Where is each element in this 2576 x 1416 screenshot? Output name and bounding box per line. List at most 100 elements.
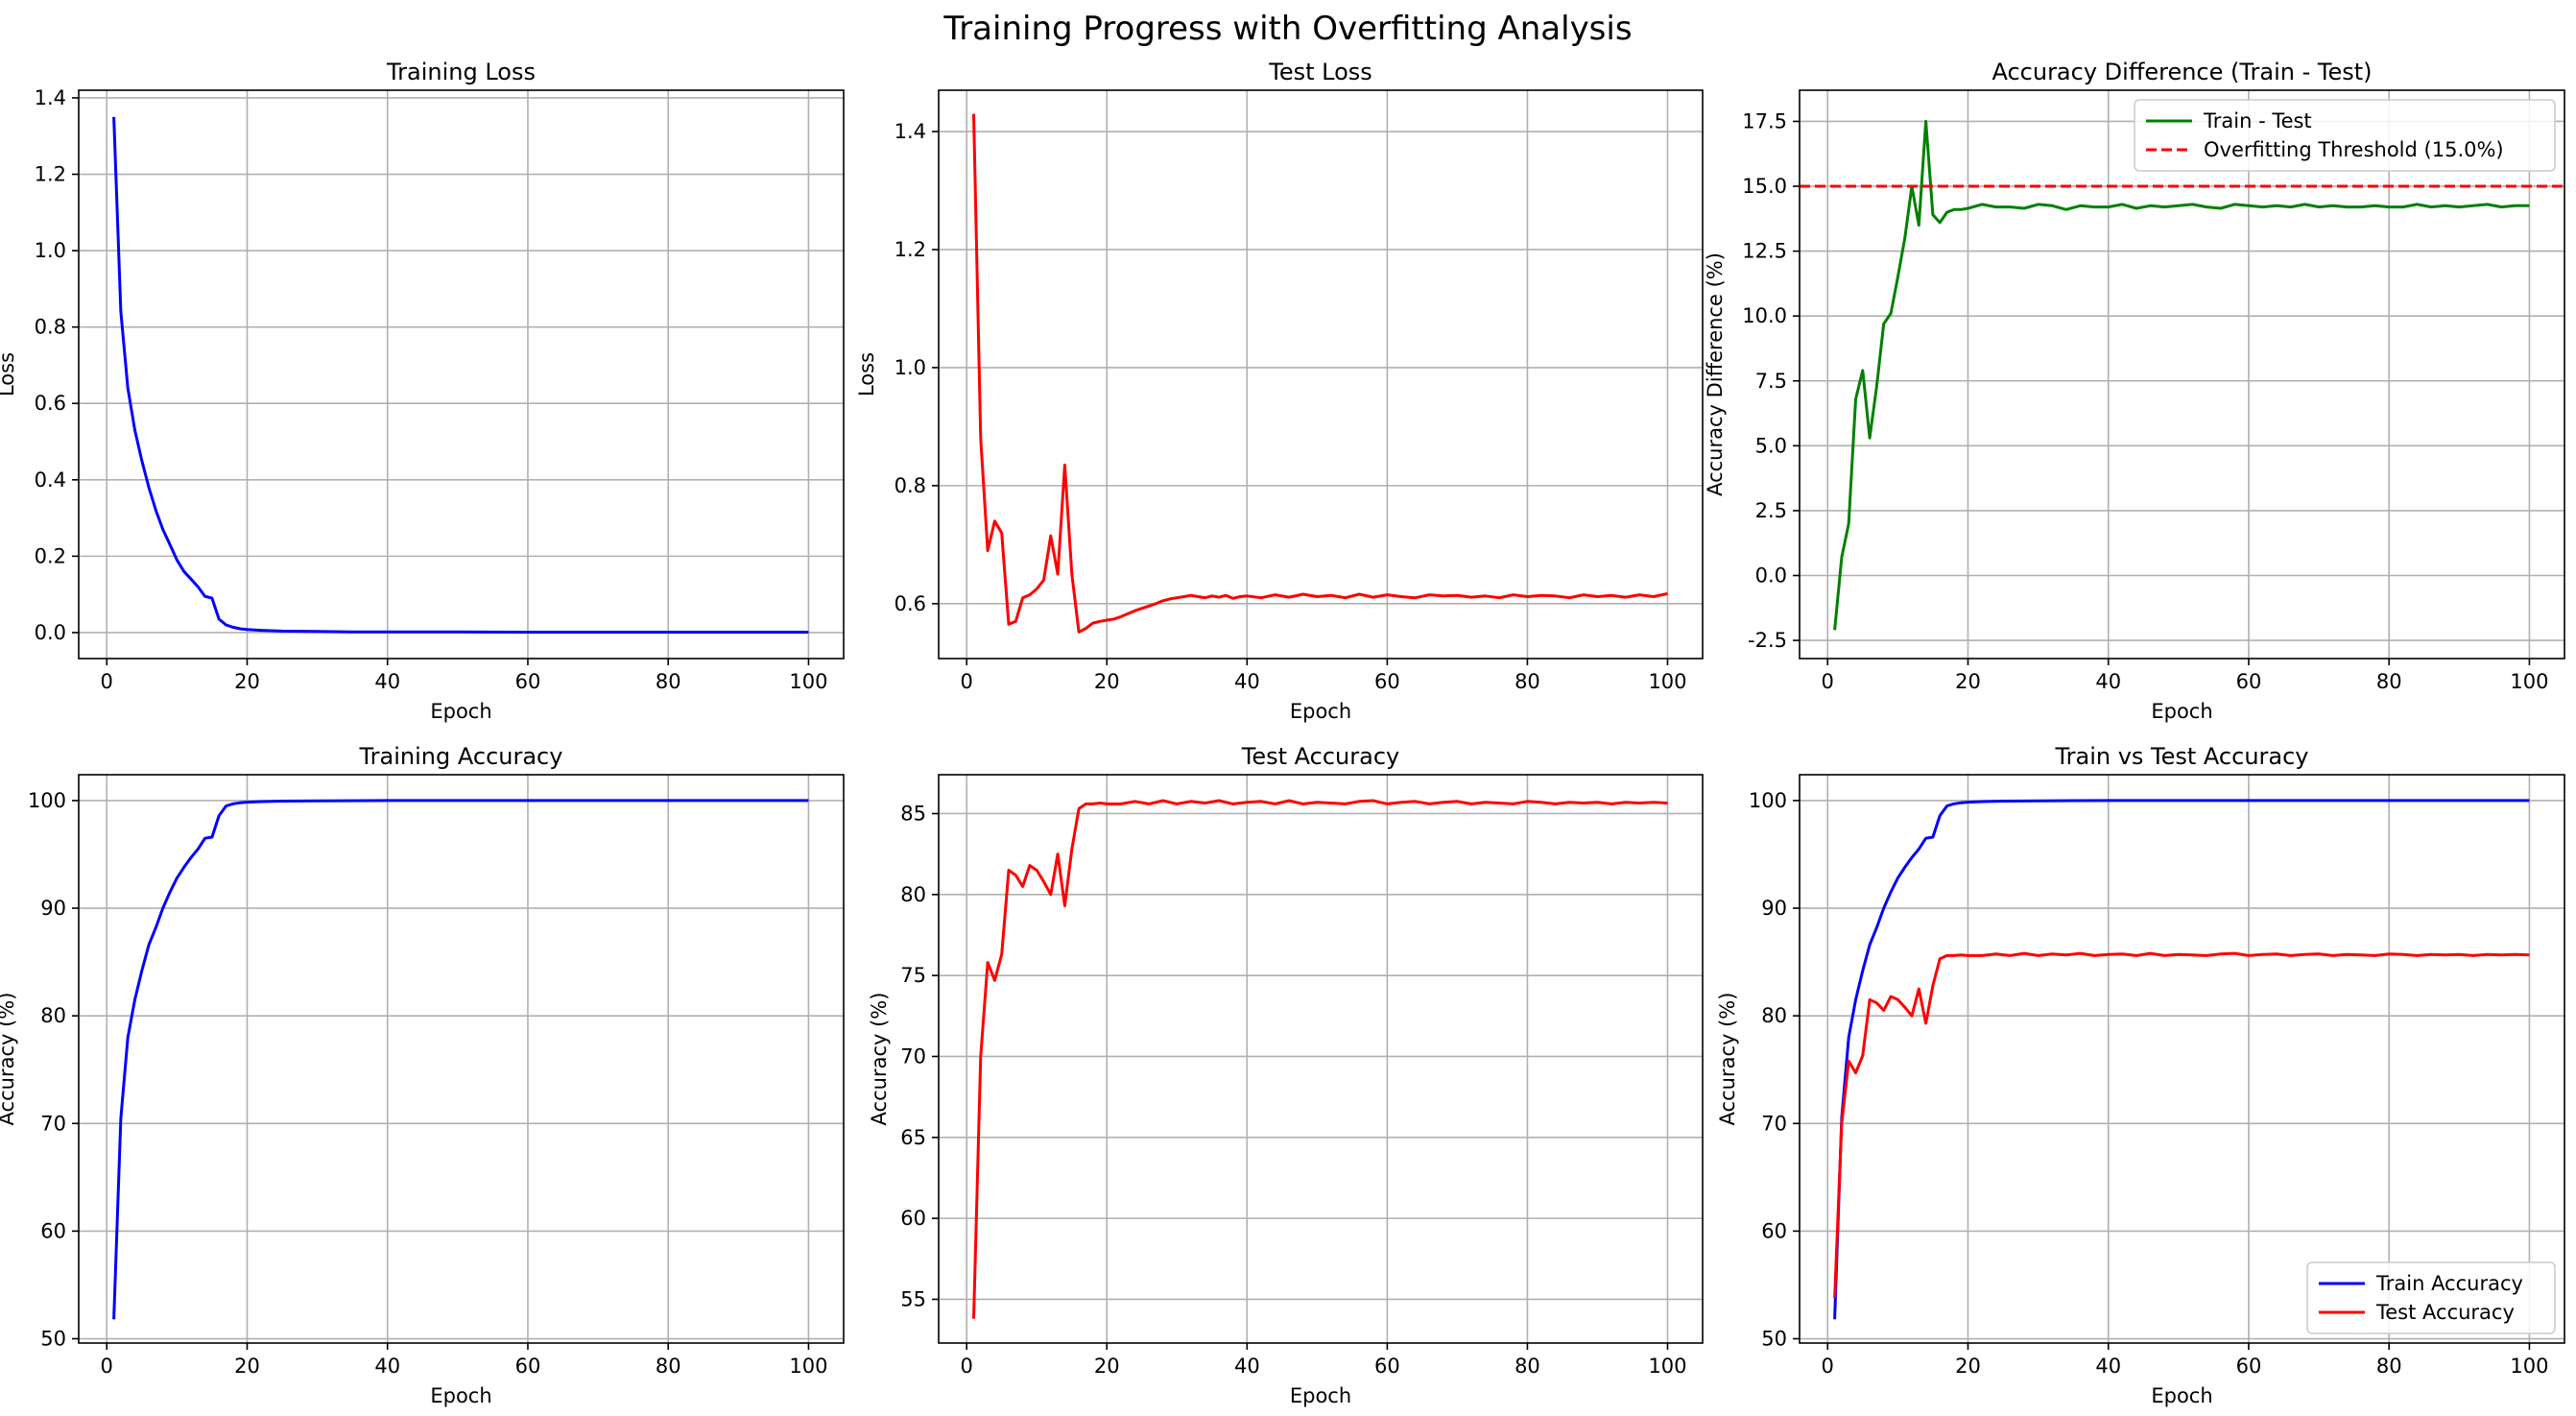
y-tick-label: 0.8 (35, 316, 66, 339)
x-tick-label: 40 (374, 670, 400, 693)
subplot-title: Test Accuracy (1241, 743, 1399, 770)
x-tick-label: 60 (515, 670, 541, 693)
x-tick-label: 60 (515, 1355, 541, 1378)
subplot-title: Training Accuracy (359, 743, 563, 770)
y-tick-label: 90 (1761, 897, 1787, 920)
y-tick-label: 0.4 (35, 468, 66, 492)
y-tick-label: 50 (40, 1328, 66, 1351)
series-line-1 (1833, 799, 2530, 1320)
y-axis-label: Loss (0, 352, 18, 396)
plot-frame (78, 774, 845, 1344)
legend-label: Overfitting Threshold (15.0%) (2204, 138, 2504, 161)
x-tick-label: 20 (1094, 1355, 1120, 1378)
y-axis-label: Accuracy (%) (868, 993, 891, 1126)
x-tick-label: 60 (1374, 670, 1400, 693)
x-axis-label: Epoch (2151, 1384, 2212, 1407)
legend-box (2134, 99, 2556, 172)
legend: Train Accuracy Test Accuracy (2306, 1261, 2556, 1334)
y-tick-label: 70 (1761, 1112, 1787, 1135)
y-axis-label: Loss (855, 352, 878, 396)
figure-title: Training Progress with Overfitting Analy… (942, 10, 1632, 48)
y-tick-label: 80 (40, 1004, 66, 1027)
series-line-1 (1833, 119, 2530, 631)
series-line-1 (112, 116, 809, 634)
y-tick-label: 15.0 (1742, 175, 1787, 198)
x-tick-label: 0 (101, 1355, 113, 1378)
series-line-2 (1833, 951, 2530, 1298)
y-tick-label: 1.4 (35, 86, 66, 109)
x-tick-label: 80 (656, 670, 681, 693)
y-tick-label: -2.5 (1748, 629, 1787, 652)
y-tick-label: 100 (28, 789, 66, 812)
x-tick-label: 60 (2236, 670, 2262, 693)
y-tick-label: 65 (900, 1126, 926, 1149)
x-tick-label: 100 (789, 670, 827, 693)
x-tick-label: 0 (1822, 1355, 1834, 1378)
legend: Train - Test Overfitting Threshold (15.0%… (2134, 99, 2556, 172)
subplot-4: 0 20 40 60 80 100 50 60 70 80 90 100 Training Accura… (0, 743, 845, 1407)
y-tick-label: 55 (900, 1287, 926, 1310)
y-tick-label: 0.0 (35, 621, 66, 644)
y-tick-label: 75 (900, 964, 926, 987)
plot-frame (1799, 774, 2565, 1344)
y-tick-label: 1.0 (35, 239, 66, 262)
x-axis-label: Epoch (1290, 1384, 1351, 1407)
subplot-title: Training Loss (386, 59, 536, 85)
x-tick-label: 100 (2510, 670, 2548, 693)
plot-frame (938, 89, 1704, 660)
y-tick-label: 80 (1761, 1004, 1787, 1027)
y-tick-label: 80 (900, 883, 926, 906)
subplot-2: 0 20 40 60 80 100 0.6 0.8 1.0 1.2 1.4 Test Loss Epoc… (855, 59, 1704, 723)
series-line-1 (972, 113, 1668, 634)
legend-box (2306, 1261, 2556, 1334)
y-axis-label: Accuracy Difference (%) (1704, 252, 1727, 496)
y-axis-label: Accuracy (%) (0, 993, 18, 1126)
y-tick-label: 100 (1749, 789, 1787, 812)
x-axis-label: Epoch (1290, 700, 1351, 723)
plot-frame (938, 774, 1704, 1344)
x-tick-label: 20 (1094, 670, 1120, 693)
y-tick-label: 60 (900, 1207, 926, 1230)
x-tick-label: 0 (961, 1355, 973, 1378)
y-tick-label: 90 (40, 897, 66, 920)
subplot-title: Test Loss (1268, 59, 1372, 85)
x-tick-label: 100 (1648, 670, 1686, 693)
x-tick-label: 40 (2095, 1355, 2121, 1378)
x-tick-label: 20 (1955, 670, 1981, 693)
y-tick-label: 70 (40, 1112, 66, 1135)
series-line-1 (972, 799, 1668, 1319)
y-tick-label: 12.5 (1742, 240, 1787, 263)
x-tick-label: 0 (101, 670, 113, 693)
x-axis-label: Epoch (430, 700, 491, 723)
subplot-1: 0 20 40 60 80 100 0.0 0.2 0.4 0.6 0.8 1.0 1.2 1.4 Trai… (0, 59, 845, 723)
legend-label: Train Accuracy (2375, 1272, 2523, 1295)
plot-frame (78, 89, 845, 660)
y-tick-label: 1.2 (894, 238, 926, 261)
legend-label: Test Accuracy (2375, 1301, 2515, 1324)
y-tick-label: 85 (900, 802, 926, 825)
legend-label: Train - Test (2203, 109, 2312, 132)
x-tick-label: 80 (2376, 670, 2402, 693)
y-tick-label: 1.2 (35, 163, 66, 186)
x-tick-label: 20 (234, 1355, 260, 1378)
y-tick-label: 60 (1761, 1219, 1787, 1242)
subplot-grid: 0 20 40 60 80 100 0.0 0.2 0.4 0.6 0.8 1.0 1.2 1.4 Trai… (0, 59, 2565, 1407)
subplot-3: 0 20 40 60 80 100 -2.5 0.0 2.5 5.0 7.5 10.0 12.5 15.0… (1704, 59, 2565, 723)
subplot-6: 0 20 40 60 80 100 50 60 70 80 90 100 Train vs Test A… (1716, 743, 2565, 1407)
x-tick-label: 40 (1234, 670, 1260, 693)
y-tick-label: 1.0 (894, 356, 926, 379)
x-tick-label: 40 (1234, 1355, 1260, 1378)
y-tick-label: 0.6 (894, 592, 926, 615)
x-tick-label: 100 (2510, 1355, 2548, 1378)
y-tick-label: 0.6 (35, 392, 66, 415)
y-tick-label: 0.0 (1755, 564, 1787, 587)
x-tick-label: 100 (789, 1355, 827, 1378)
y-tick-label: 5.0 (1755, 434, 1787, 457)
subplot-title: Train vs Test Accuracy (2054, 743, 2308, 770)
x-tick-label: 80 (2376, 1355, 2402, 1378)
x-tick-label: 40 (2095, 670, 2121, 693)
x-axis-label: Epoch (2151, 700, 2212, 723)
plot-frame (1799, 89, 2565, 660)
x-axis-label: Epoch (430, 1384, 491, 1407)
y-tick-label: 60 (40, 1219, 66, 1242)
